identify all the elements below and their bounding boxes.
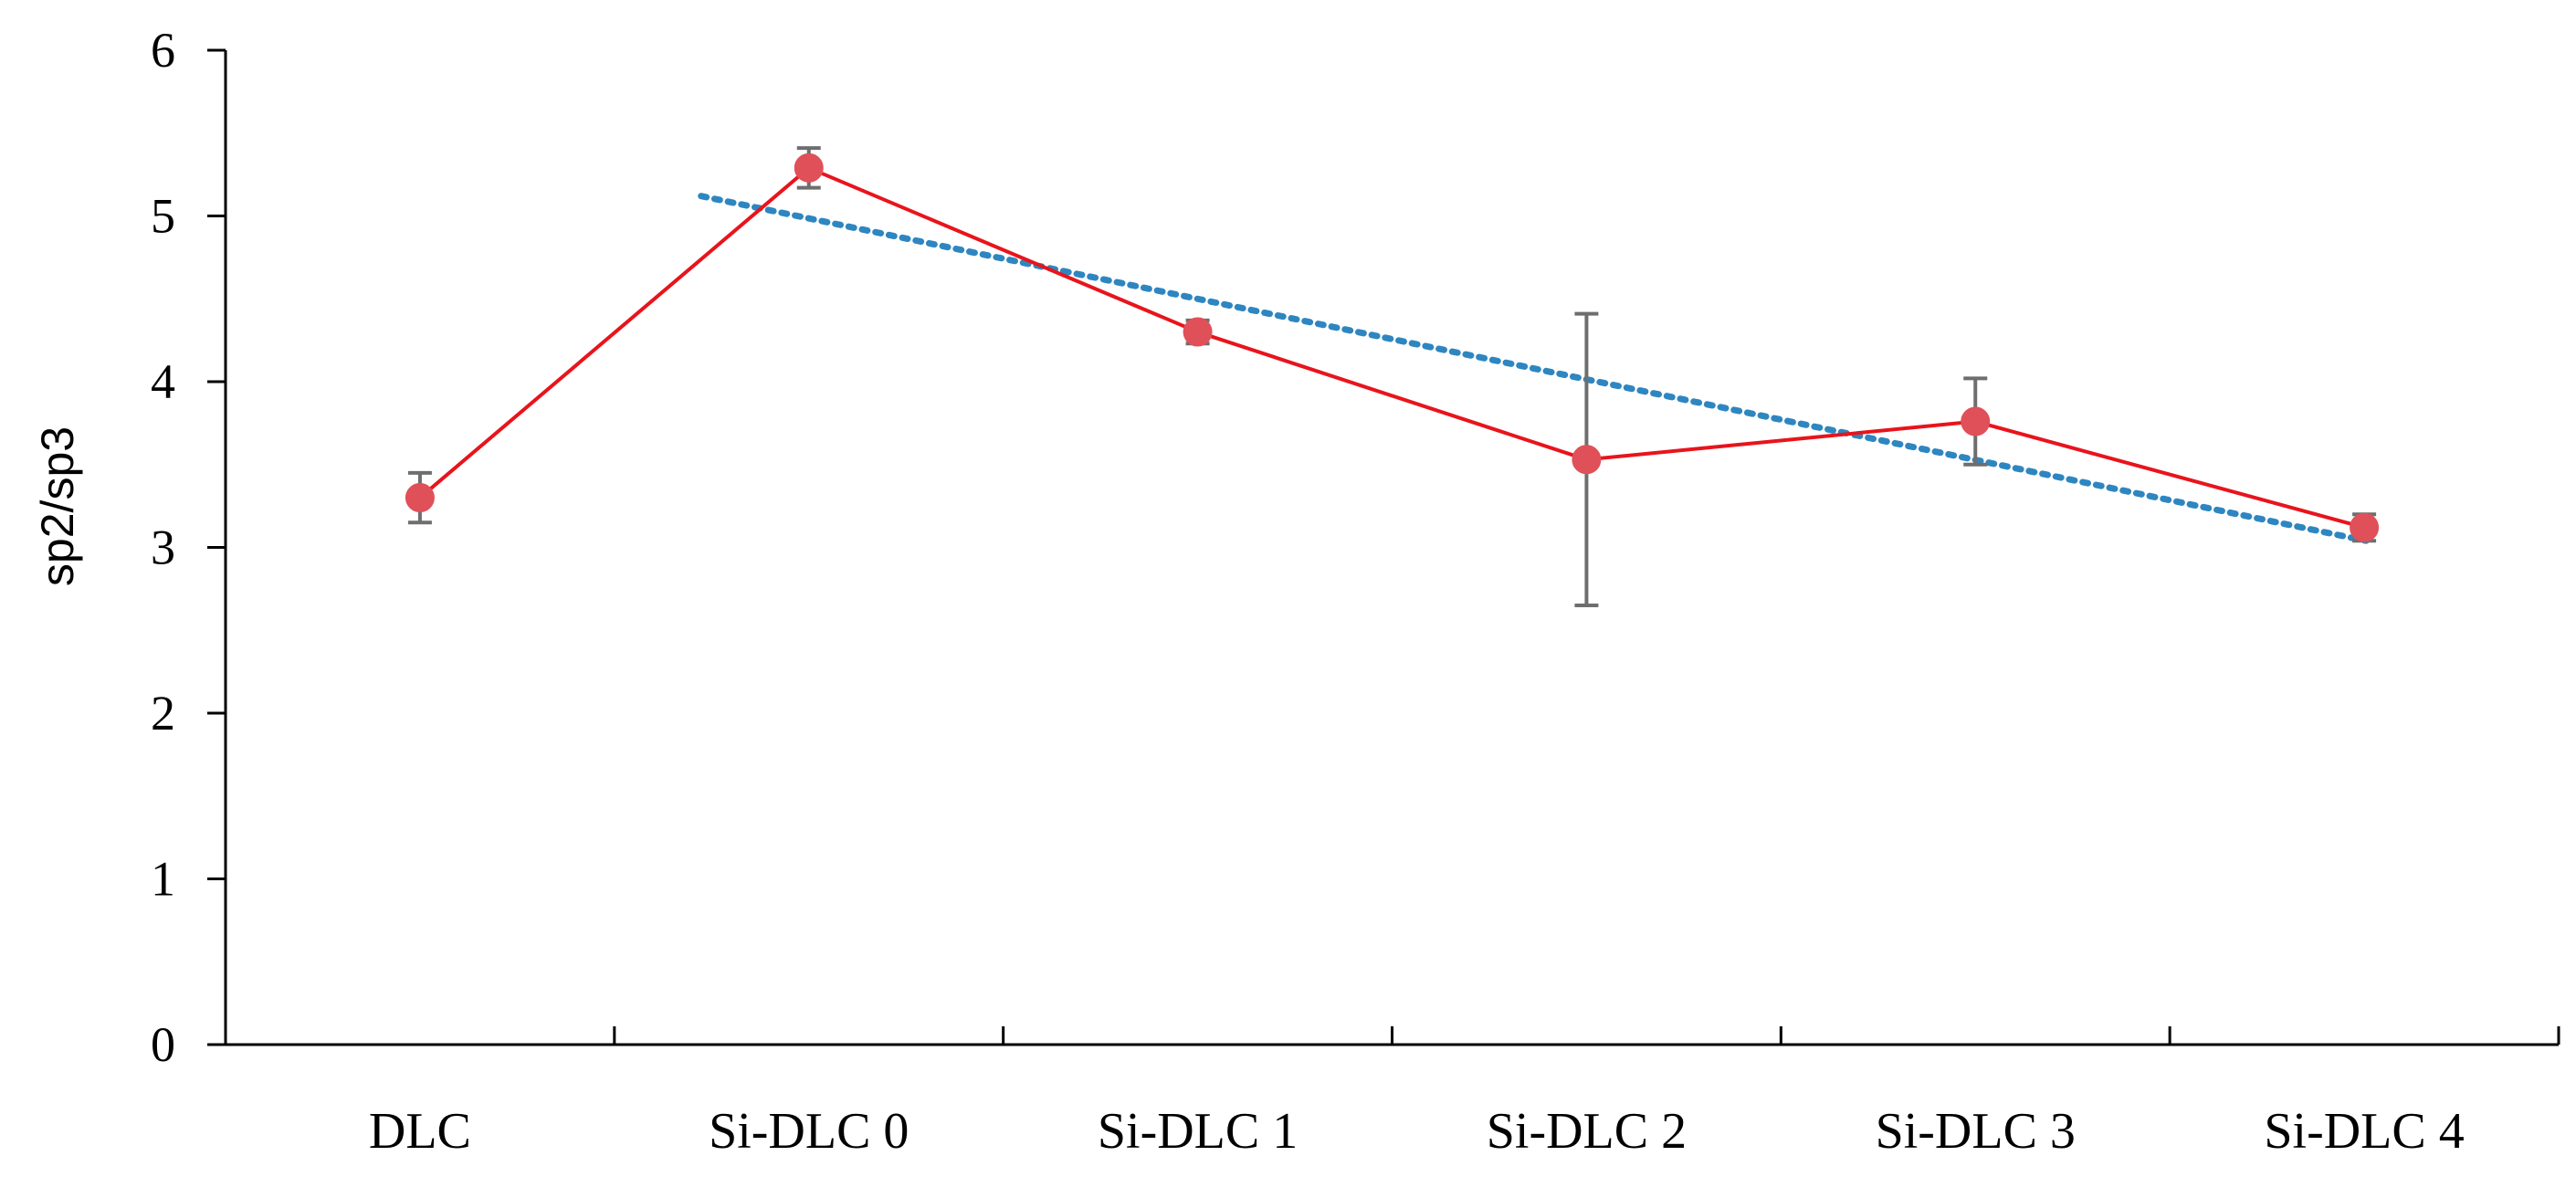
y-tick-label: 1: [151, 852, 175, 907]
y-tick-label: 2: [151, 686, 175, 741]
data-point: [1572, 445, 1602, 475]
x-tick-label: DLC: [369, 1103, 471, 1160]
data-point: [1961, 406, 1991, 436]
x-tick-label: Si-DLC 4: [2264, 1103, 2464, 1160]
data-point: [2350, 512, 2380, 542]
x-tick-label: Si-DLC 1: [1098, 1103, 1298, 1160]
x-tick-label: Si-DLC 2: [1487, 1103, 1687, 1160]
y-tick-label: 6: [151, 23, 175, 78]
x-tick-label: Si-DLC 3: [1876, 1103, 2076, 1160]
data-point: [405, 483, 435, 513]
y-tick-label: 3: [151, 520, 175, 575]
trendline: [698, 193, 2370, 544]
series-line: [418, 165, 2365, 530]
x-tick-label: Si-DLC 0: [709, 1103, 909, 1160]
y-tick-label: 5: [151, 189, 175, 244]
y-tick-label: 0: [151, 1017, 175, 1072]
y-axis-title: sp2/sp3: [32, 426, 83, 586]
y-tick-label: 4: [151, 354, 175, 409]
data-point: [794, 152, 824, 183]
data-point: [1183, 317, 1213, 347]
